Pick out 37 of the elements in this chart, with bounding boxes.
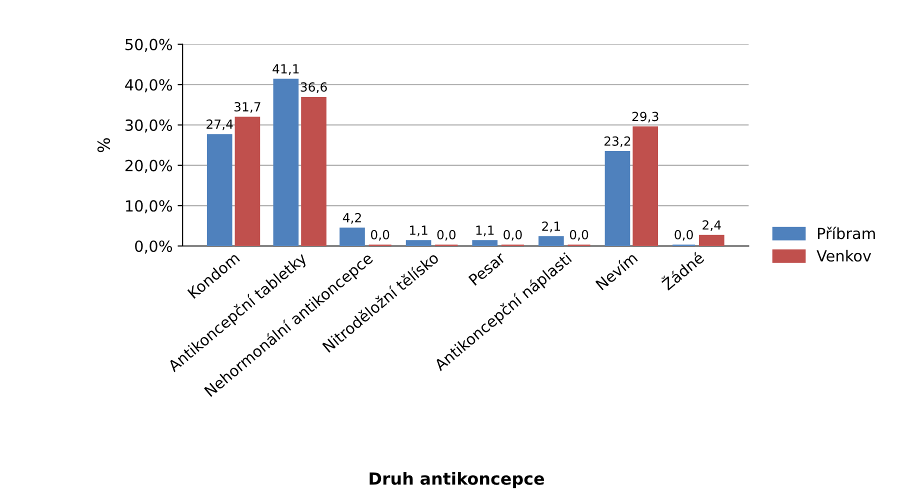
y-tick-label: 50,0% <box>126 38 172 52</box>
data-label: 2,1 <box>542 221 560 232</box>
x-axis-title: Druh antikoncepce <box>370 472 544 488</box>
data-label: 2,4 <box>702 220 721 232</box>
data-label: 23,2 <box>604 136 630 148</box>
bar <box>206 134 232 246</box>
y-axis-title: % <box>97 138 110 152</box>
y-tick-label: 30,0% <box>126 119 172 133</box>
data-label: 0,0 <box>437 230 456 241</box>
data-label: 41,1 <box>272 64 299 75</box>
y-tick-label: 0,0% <box>135 240 172 254</box>
data-label: 27,4 <box>206 119 233 130</box>
bar <box>406 240 432 246</box>
data-label: 29,3 <box>632 112 658 122</box>
data-label: 4,2 <box>342 213 361 224</box>
bar <box>604 151 630 246</box>
data-label: 1,1 <box>410 226 428 236</box>
data-label: 1,1 <box>476 226 494 236</box>
y-tick-label: 20,0% <box>125 160 172 173</box>
legend-label: Příbram <box>818 226 875 240</box>
data-label: 31,7 <box>234 102 260 113</box>
bar <box>472 240 498 246</box>
data-label: 0,0 <box>674 230 693 241</box>
bar <box>301 96 326 246</box>
bar <box>340 228 365 246</box>
bar <box>632 126 658 246</box>
bar <box>273 78 299 246</box>
y-tick-label: 40,0% <box>125 79 172 92</box>
data-label: 0,0 <box>504 230 522 241</box>
bar <box>538 236 564 246</box>
legend-label: Venkov <box>816 250 872 262</box>
data-label: 36,6 <box>300 82 327 94</box>
y-tick-label: 10,0% <box>126 200 172 214</box>
bar <box>698 234 724 246</box>
data-label: 0,0 <box>570 230 588 241</box>
bar <box>234 116 260 246</box>
data-label: 0,0 <box>370 230 390 241</box>
